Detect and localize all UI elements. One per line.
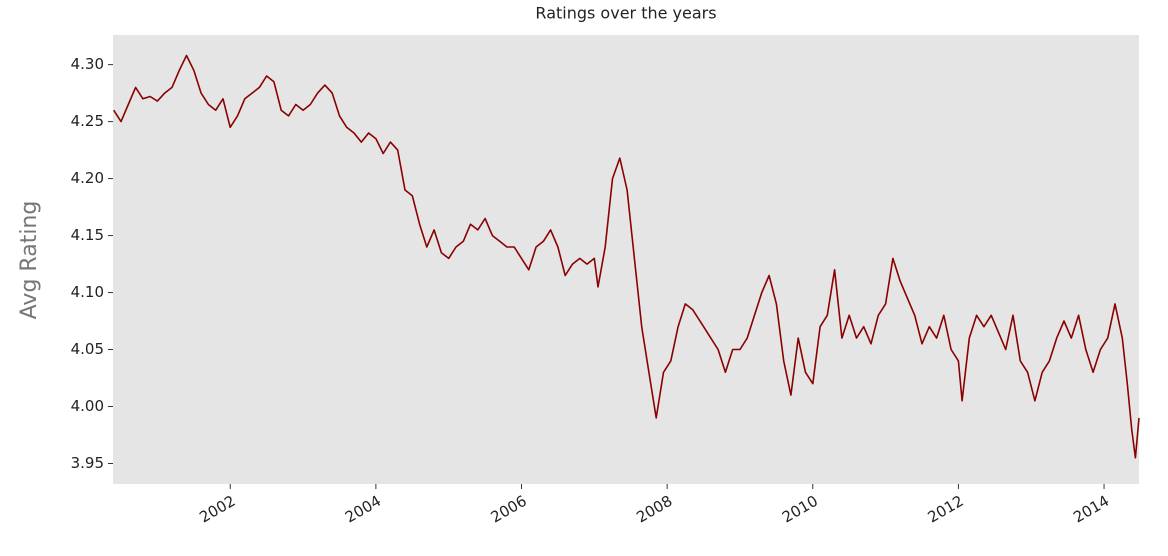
x-tick-label: 2014 [1070, 492, 1112, 527]
y-axis-label: Avg Rating [17, 201, 42, 320]
y-tick-label: 4.05 [71, 340, 104, 358]
chart-title: Ratings over the years [535, 4, 716, 23]
y-tick-label: 4.30 [71, 55, 104, 73]
x-tick-label: 2006 [488, 492, 530, 527]
plot-area [113, 35, 1139, 484]
y-tick-label: 4.25 [71, 112, 104, 130]
x-tick-label: 2012 [925, 492, 967, 527]
y-tick-label: 4.15 [71, 226, 104, 244]
y-tick-label: 4.20 [71, 169, 104, 187]
y-tick-label: 3.95 [71, 454, 104, 472]
x-tick-label: 2002 [196, 492, 238, 527]
x-tick-label: 2004 [342, 492, 384, 527]
y-tick-label: 4.00 [71, 397, 104, 415]
x-tick-label: 2008 [633, 492, 675, 527]
line-series [113, 54, 1140, 459]
y-tick-label: 4.10 [71, 283, 104, 301]
x-tick-label: 2010 [779, 492, 821, 527]
